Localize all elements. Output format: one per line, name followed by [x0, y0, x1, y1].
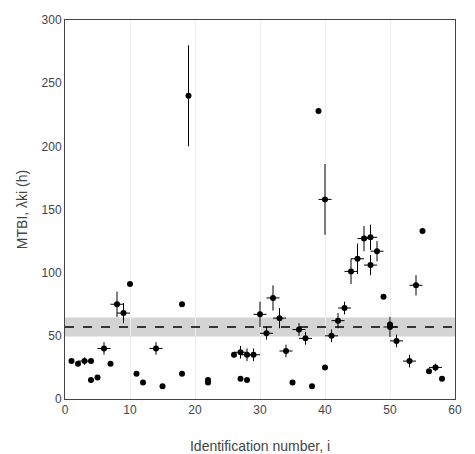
svg-text:40: 40 [318, 403, 332, 417]
svg-text:50: 50 [383, 403, 397, 417]
svg-text:30: 30 [253, 403, 267, 417]
svg-text:0: 0 [62, 403, 69, 417]
svg-text:100: 100 [42, 266, 62, 280]
svg-text:MTBI, λki (h): MTBI, λki (h) [14, 170, 30, 249]
svg-text:150: 150 [42, 203, 62, 217]
svg-text:10: 10 [123, 403, 137, 417]
svg-text:250: 250 [42, 76, 62, 90]
svg-text:20: 20 [188, 403, 202, 417]
svg-text:0: 0 [55, 392, 62, 406]
svg-text:300: 300 [42, 13, 62, 27]
svg-text:60: 60 [448, 403, 462, 417]
svg-text:Identification number, i: Identification number, i [190, 438, 330, 454]
svg-text:50: 50 [48, 329, 62, 343]
svg-text:200: 200 [42, 140, 62, 154]
